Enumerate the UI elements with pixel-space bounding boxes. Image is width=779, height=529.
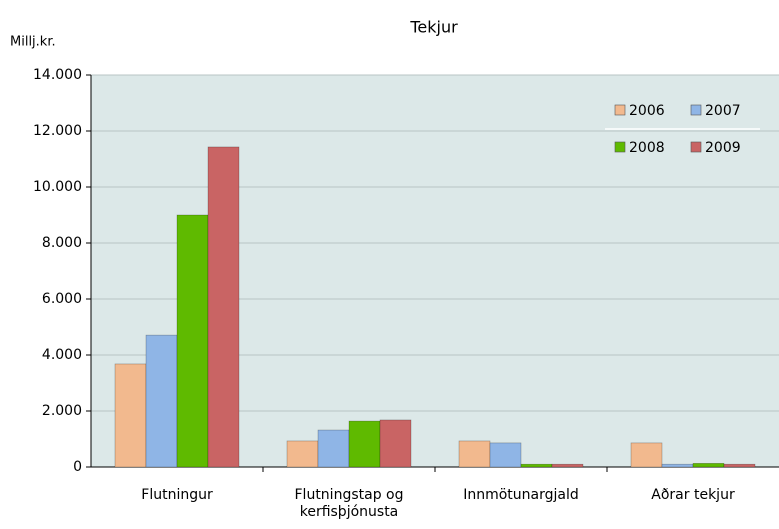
bar: [723, 463, 756, 468]
y-tick-label: 8.000: [42, 235, 82, 251]
bar: [348, 420, 381, 468]
bar: [286, 440, 319, 468]
legend-label: 2006: [629, 103, 665, 119]
bar: [176, 214, 209, 468]
x-tick-label: Flutningur: [141, 487, 213, 503]
y-tick-label: 4.000: [42, 347, 82, 363]
chart-title: Tekjur: [409, 18, 458, 37]
bar: [145, 334, 178, 468]
bar: [692, 463, 725, 468]
x-tick-label: Innmötunargjald: [463, 487, 579, 503]
y-tick-label: 2.000: [42, 403, 82, 419]
legend-swatch: [614, 104, 626, 116]
bar: [207, 146, 240, 468]
legend-swatch: [690, 104, 702, 116]
y-tick-label: 10.000: [33, 179, 82, 195]
legend-label: 2007: [705, 103, 741, 119]
y-tick-label: 12.000: [33, 123, 82, 139]
y-tick-label: 0: [73, 459, 82, 475]
bar: [551, 463, 584, 468]
y-axis-label: Millj.kr.: [10, 35, 56, 50]
x-tick-label: Flutningstap og kerfisþjónusta: [294, 487, 404, 520]
bar: [630, 442, 663, 468]
bar: [520, 463, 553, 468]
bar: [661, 463, 694, 468]
legend-swatch: [614, 141, 626, 153]
y-tick-label: 6.000: [42, 291, 82, 307]
bar: [458, 440, 491, 468]
legend-label: 2008: [629, 140, 665, 156]
y-tick-label: 14.000: [33, 67, 82, 83]
bar: [114, 363, 147, 468]
x-tick-label: Aðrar tekjur: [651, 487, 735, 503]
legend-label: 2009: [705, 140, 741, 156]
bar: [379, 419, 412, 468]
bar: [489, 442, 522, 468]
legend-swatch: [690, 141, 702, 153]
bar: [317, 429, 350, 468]
